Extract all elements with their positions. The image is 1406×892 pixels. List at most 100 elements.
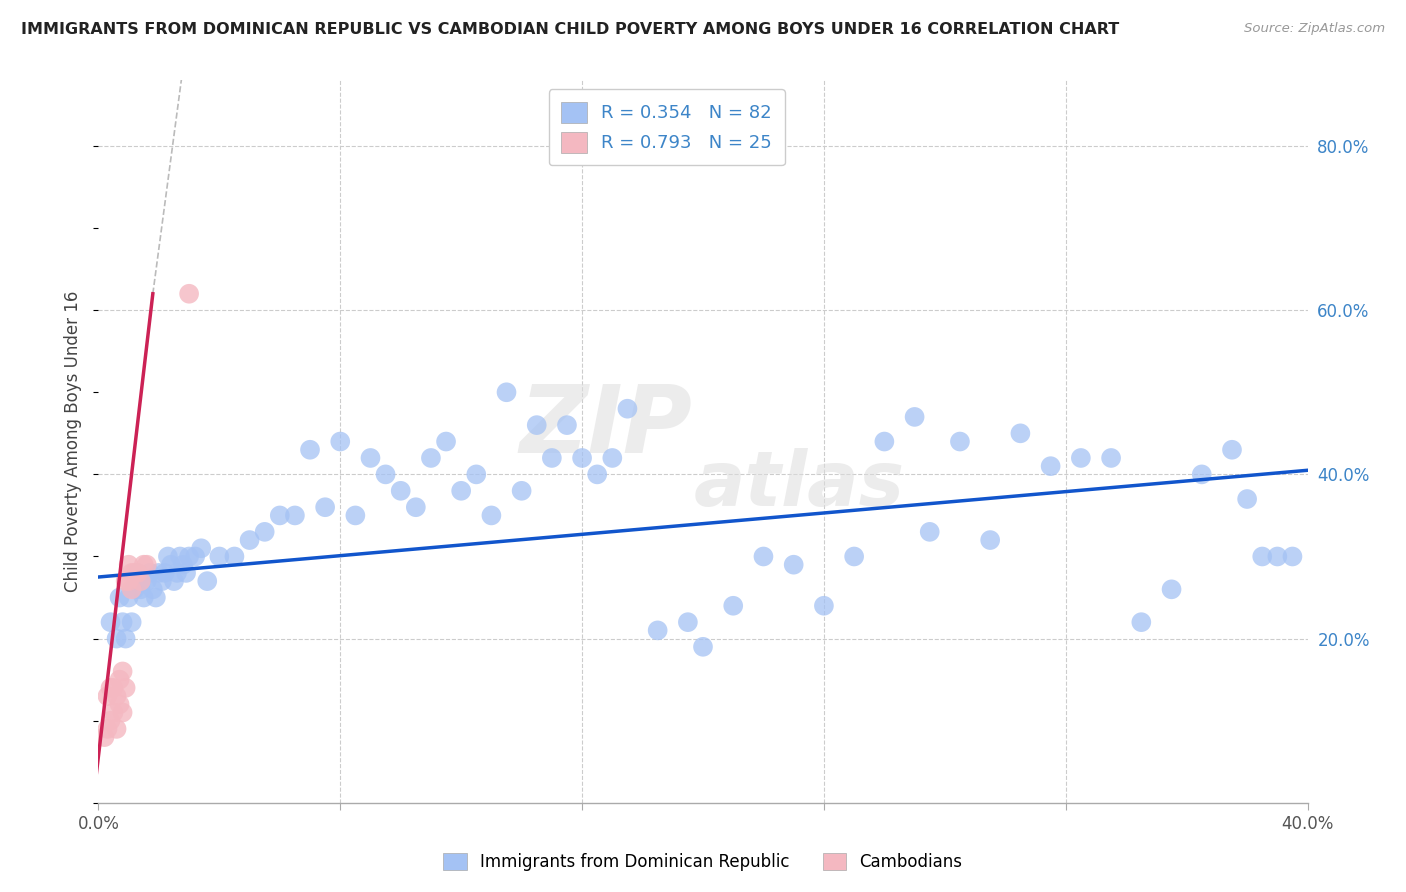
Point	[1267, 549, 1289, 564]
Point	[105, 689, 128, 703]
Point	[465, 467, 488, 482]
Point	[127, 566, 149, 580]
Point	[1191, 467, 1213, 482]
Point	[179, 549, 201, 564]
Point	[96, 689, 118, 703]
Point	[172, 558, 194, 572]
Point	[129, 582, 152, 597]
Point	[96, 722, 118, 736]
Point	[132, 558, 155, 572]
Point	[121, 582, 143, 597]
Point	[111, 665, 134, 679]
Point	[129, 574, 152, 588]
Point	[844, 549, 866, 564]
Point	[253, 524, 276, 539]
Point	[1039, 459, 1062, 474]
Point	[142, 582, 165, 597]
Point	[481, 508, 503, 523]
Point	[450, 483, 472, 498]
Point	[100, 615, 122, 630]
Point	[1281, 549, 1303, 564]
Point	[783, 558, 806, 572]
Point	[918, 524, 941, 539]
Point	[139, 566, 162, 580]
Point	[510, 483, 533, 498]
Point	[148, 566, 170, 580]
Point	[118, 574, 141, 588]
Point	[692, 640, 714, 654]
Text: Source: ZipAtlas.com: Source: ZipAtlas.com	[1244, 22, 1385, 36]
Point	[108, 673, 131, 687]
Point	[329, 434, 352, 449]
Point	[166, 566, 188, 580]
Point	[114, 681, 136, 695]
Point	[135, 574, 157, 588]
Point	[156, 549, 179, 564]
Point	[184, 549, 207, 564]
Point	[190, 541, 212, 556]
Point	[284, 508, 307, 523]
Legend: Immigrants from Dominican Republic, Cambodians: Immigrants from Dominican Republic, Camb…	[434, 845, 972, 880]
Point	[1251, 549, 1274, 564]
Point	[108, 591, 131, 605]
Point	[208, 549, 231, 564]
Point	[114, 574, 136, 588]
Point	[1220, 442, 1243, 457]
Text: atlas: atlas	[695, 448, 905, 522]
Point	[495, 385, 517, 400]
Point	[1099, 450, 1122, 465]
Point	[344, 508, 367, 523]
Point	[127, 566, 149, 580]
Point	[314, 500, 336, 515]
Point	[153, 566, 176, 580]
Point	[174, 566, 197, 580]
Point	[1070, 450, 1092, 465]
Point	[195, 574, 218, 588]
Point	[145, 591, 167, 605]
Point	[124, 566, 146, 580]
Point	[979, 533, 1001, 547]
Point	[105, 632, 128, 646]
Point	[420, 450, 443, 465]
Point	[586, 467, 609, 482]
Point	[103, 706, 125, 720]
Legend: R = 0.354   N = 82, R = 0.793   N = 25: R = 0.354 N = 82, R = 0.793 N = 25	[548, 89, 785, 165]
Y-axis label: Child Poverty Among Boys Under 16: Child Poverty Among Boys Under 16	[65, 291, 83, 592]
Point	[118, 591, 141, 605]
Point	[111, 615, 134, 630]
Point	[949, 434, 972, 449]
Text: ZIP: ZIP	[520, 381, 693, 473]
Point	[111, 706, 134, 720]
Point	[555, 418, 578, 433]
Point	[100, 714, 122, 728]
Point	[163, 574, 186, 588]
Point	[647, 624, 669, 638]
Point	[118, 558, 141, 572]
Point	[526, 418, 548, 433]
Point	[135, 558, 157, 572]
Point	[676, 615, 699, 630]
Point	[114, 632, 136, 646]
Text: IMMIGRANTS FROM DOMINICAN REPUBLIC VS CAMBODIAN CHILD POVERTY AMONG BOYS UNDER 1: IMMIGRANTS FROM DOMINICAN REPUBLIC VS CA…	[21, 22, 1119, 37]
Point	[904, 409, 927, 424]
Point	[132, 591, 155, 605]
Point	[602, 450, 624, 465]
Point	[873, 434, 896, 449]
Point	[103, 681, 125, 695]
Point	[124, 582, 146, 597]
Point	[813, 599, 835, 613]
Point	[160, 558, 183, 572]
Point	[723, 599, 745, 613]
Point	[434, 434, 457, 449]
Point	[108, 698, 131, 712]
Point	[121, 566, 143, 580]
Point	[1130, 615, 1153, 630]
Point	[299, 442, 322, 457]
Point	[93, 730, 115, 744]
Point	[169, 549, 191, 564]
Point	[150, 574, 173, 588]
Point	[571, 450, 593, 465]
Point	[100, 681, 122, 695]
Point	[1010, 426, 1032, 441]
Point	[1160, 582, 1182, 597]
